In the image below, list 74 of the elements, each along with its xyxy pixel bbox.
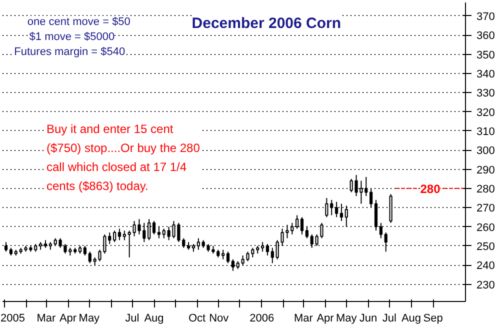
x-tick-label: Apr <box>316 312 334 324</box>
candlestick <box>157 226 161 239</box>
x-tick-label: May <box>78 312 100 324</box>
candlestick <box>270 247 274 264</box>
annotation: Buy it and enter 15 cent ($750) stop....Or buy the 280 call which closed at 17 1/4 cents ($863) today. <box>46 122 200 193</box>
y-tick-label: 270 <box>476 202 495 215</box>
candlestick <box>88 251 92 264</box>
candlestick <box>231 258 234 272</box>
candlestick <box>112 230 116 243</box>
candlestick <box>128 230 131 258</box>
candlestick <box>340 203 344 222</box>
candlestick <box>251 247 254 258</box>
text: December 2006 Corn <box>192 14 342 32</box>
candlestick <box>379 222 382 239</box>
candlestick <box>290 222 294 235</box>
x-tick-label: 2005 <box>0 312 25 324</box>
x-tick-label: Mar <box>36 312 56 324</box>
y-tick-label: 370 <box>476 10 495 23</box>
candlestick <box>182 238 186 248</box>
candlestick <box>374 199 378 232</box>
y-tick-label: 360 <box>476 30 495 42</box>
candlestick <box>300 216 304 235</box>
candlestick <box>162 228 166 239</box>
y-tick-label: 280 <box>476 183 495 196</box>
candlestick <box>226 251 230 264</box>
candlestick <box>370 188 373 208</box>
annotation: one cent move = $50 <box>27 16 130 28</box>
candlestick <box>344 205 348 228</box>
x-tick-label: May <box>336 312 358 324</box>
candlestick <box>266 244 270 256</box>
y-tick-label: 240 <box>476 260 495 272</box>
y-tick-label: 320 <box>476 106 495 119</box>
candlestick <box>305 226 308 239</box>
candlestick <box>260 242 264 252</box>
candlestick <box>152 220 156 235</box>
candlestick <box>196 238 200 250</box>
ref-line-label: 280 <box>420 182 441 196</box>
y-tick-label: 310 <box>476 126 495 138</box>
candlestick <box>148 218 151 241</box>
candlestick <box>118 228 122 241</box>
candlestick <box>334 201 338 218</box>
candlestick <box>122 230 126 241</box>
y-tick-label: 350 <box>476 49 495 62</box>
y-tick-label: 250 <box>476 240 495 253</box>
x-tick-label: Jun <box>359 312 378 324</box>
y-tick-label: 260 <box>476 222 495 234</box>
y-tick-label: 290 <box>476 164 495 176</box>
candlestick <box>142 222 146 243</box>
x-tick-label: Jul <box>382 312 396 324</box>
x-tick-label: Oct <box>188 312 206 324</box>
x-tick-label: Apr <box>59 312 77 324</box>
y-tick-label: 230 <box>476 279 495 292</box>
candlestick <box>108 232 112 244</box>
x-tick-label: Sep <box>423 312 443 324</box>
candlestick <box>276 240 279 260</box>
candlestick <box>280 228 284 246</box>
annotation: $1 move = $5000 <box>29 30 115 43</box>
y-tick-label: 330 <box>476 88 495 100</box>
candlestick <box>286 224 289 239</box>
candlestick <box>330 199 334 216</box>
candlestick <box>296 214 299 230</box>
y-tick-label: 300 <box>476 145 495 158</box>
x-tick-label: Nov <box>209 312 230 324</box>
candlestick <box>325 198 328 218</box>
x-tick-label: Mar <box>294 312 314 324</box>
candlestick <box>83 245 87 256</box>
x-tick-label: Jul <box>125 312 140 324</box>
candlestick <box>222 249 225 260</box>
candlestick <box>384 232 388 252</box>
y-tick-label: 340 <box>476 68 495 80</box>
x-tick-label: Aug <box>144 312 164 324</box>
annotation: Futures margin = $540 <box>14 46 126 58</box>
x-tick-label: Aug <box>401 312 422 324</box>
x-tick-label: 2006 <box>250 312 274 324</box>
